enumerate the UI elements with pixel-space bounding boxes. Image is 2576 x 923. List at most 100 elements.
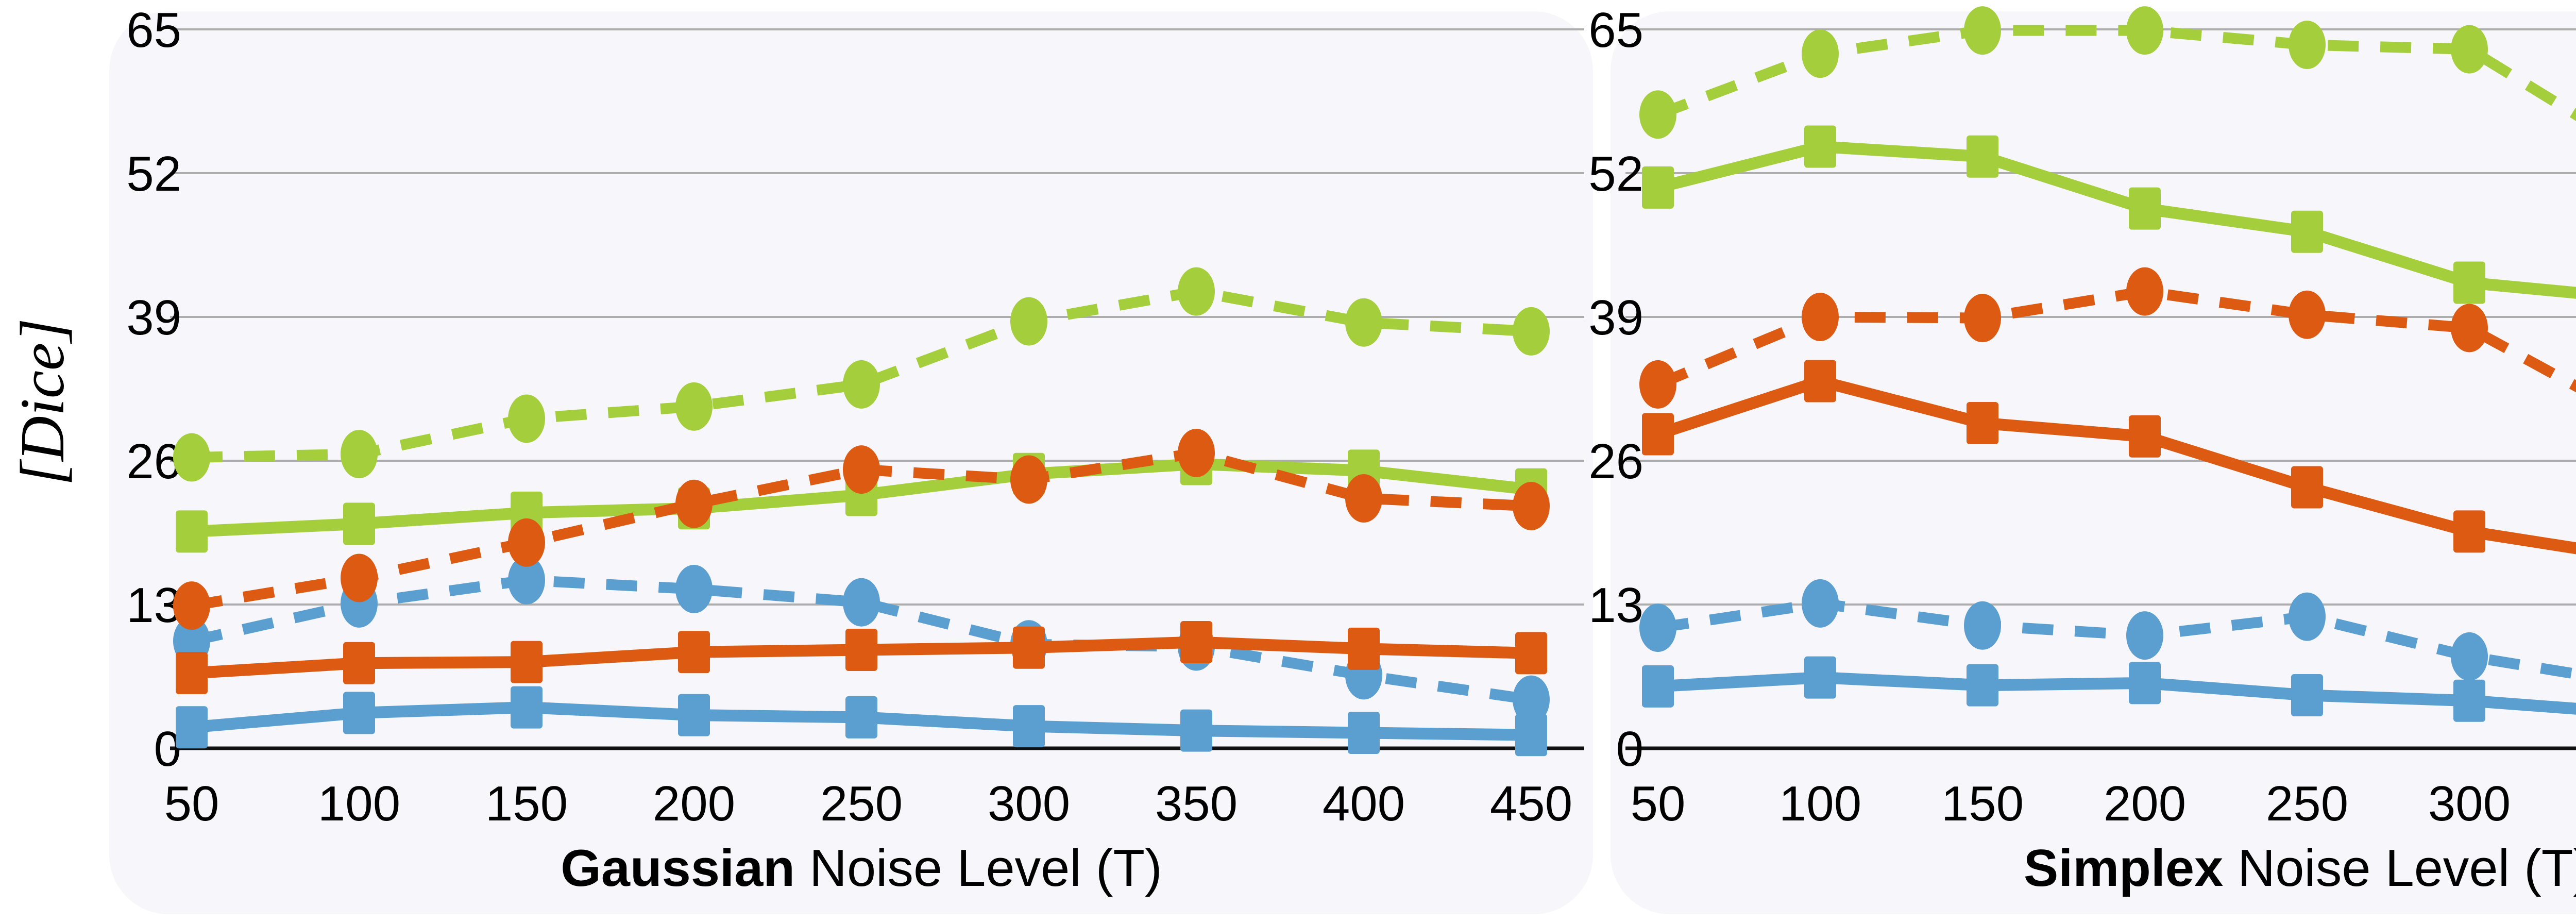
gaussian-marker-square--Ano-DDPM-S	[845, 696, 877, 739]
gaussian-x-tick-label: 150	[485, 776, 568, 831]
simplex-marker-square--Ano-DDPM-L	[2129, 187, 2161, 230]
simplex-line-THOR-L	[1656, 25, 2576, 121]
gaussian-marker-circle-THOR-M	[843, 445, 880, 494]
gaussian-marker-circle-THOR-L	[1010, 297, 1047, 346]
gaussian-marker-square--Ano-DDPM-M	[343, 642, 375, 684]
simplex-y-tick-label: 52	[1588, 146, 1643, 202]
simplex-x-tick-label: 200	[2104, 776, 2186, 831]
gaussian-x-tick-label: 50	[164, 776, 219, 831]
gaussian-marker-square--Ano-DDPM-S	[678, 694, 710, 736]
gaussian-marker-circle-THOR-S	[1513, 675, 1550, 724]
gaussian-marker-circle-THOR-S	[843, 578, 880, 627]
gaussian-x-tick-label: 450	[1490, 776, 1572, 831]
simplex-marker-square--Ano-DDPM-M	[1642, 413, 1674, 456]
simplex-marker-square--Ano-DDPM-S	[2453, 679, 2485, 722]
simplex-marker-circle-THOR-M	[1964, 294, 2001, 343]
simplex-marker-circle-THOR-M	[1639, 360, 1676, 409]
gaussian-x-tick-label: 200	[653, 776, 735, 831]
gaussian-marker-circle-THOR-M	[675, 479, 713, 528]
simplex-marker-square--Ano-DDPM-M	[1804, 360, 1836, 402]
simplex-marker-circle-THOR-S	[1802, 579, 1839, 628]
x-axis-title-gaussian-rest: Noise Level (T)	[794, 840, 1162, 897]
gaussian-marker-square--Ano-DDPM-M	[845, 628, 877, 671]
gaussian-x-tick-label: 100	[318, 776, 400, 831]
simplex-marker-circle-THOR-S	[1639, 603, 1676, 652]
gaussian-marker-square--Ano-DDPM-S	[1013, 705, 1045, 748]
gaussian-y-tick-label: 26	[126, 434, 181, 489]
simplex-marker-square--Ano-DDPM-L	[1804, 125, 1836, 168]
simplex-marker-square--Ano-DDPM-S	[1804, 656, 1836, 699]
simplex-x-tick-label: 50	[1631, 776, 1686, 831]
simplex-marker-circle-THOR-S	[2289, 592, 2326, 641]
gaussian-marker-square--Ano-DDPM-M	[1180, 620, 1212, 663]
simplex-marker-circle-THOR-M	[1802, 293, 1839, 341]
simplex-x-tick-label: 100	[1779, 776, 1861, 831]
simplex-marker-circle-THOR-L	[1964, 6, 2001, 55]
gaussian-marker-circle-THOR-L	[508, 394, 545, 443]
simplex-marker-square--Ano-DDPM-S	[1642, 665, 1674, 708]
x-axis-title-simplex-bold: Simplex	[2023, 840, 2224, 897]
gaussian-marker-circle-THOR-M	[341, 553, 378, 602]
gaussian-y-tick-label: 13	[126, 578, 181, 633]
gaussian-marker-square--Ano-DDPM-L	[176, 510, 208, 553]
gaussian-x-tick-label: 250	[820, 776, 903, 831]
simplex-line-THOR-M	[1655, 286, 2576, 393]
x-axis-title-simplex: Simplex Noise Level (T)	[1792, 839, 2576, 898]
gaussian-y-tick-label: 52	[126, 146, 181, 202]
simplex-marker-circle-THOR-L	[2126, 6, 2163, 55]
simplex-marker-circle-THOR-S	[2451, 632, 2488, 681]
simplex-x-tick-label: 250	[2266, 776, 2348, 831]
gaussian-x-tick-label: 300	[988, 776, 1070, 831]
simplex-y-tick-label: 65	[1588, 3, 1643, 58]
simplex-marker-circle-THOR-M	[2289, 290, 2326, 339]
gaussian-marker-square--Ano-DDPM-M	[1013, 626, 1045, 669]
simplex-marker-square--Ano-DDPM-L	[2453, 261, 2485, 304]
simplex-marker-square--Ano-DDPM-S	[1967, 664, 1998, 707]
gaussian-x-tick-label: 400	[1323, 776, 1405, 831]
simplex-marker-circle-THOR-L	[1639, 90, 1676, 139]
x-axis-title-simplex-rest: Noise Level (T)	[2223, 840, 2576, 897]
simplex-y-tick-label: 39	[1588, 290, 1643, 345]
x-axis-title-gaussian-bold: Gaussian	[561, 840, 795, 897]
simplex-x-tick-label: 150	[1941, 776, 2024, 831]
simplex-y-tick-label: 0	[1616, 721, 1643, 777]
gaussian-marker-circle-THOR-M	[173, 581, 210, 630]
simplex-marker-circle-THOR-L	[2451, 25, 2488, 74]
gaussian-marker-circle-THOR-L	[341, 430, 378, 479]
gaussian-marker-circle-THOR-L	[1513, 307, 1550, 356]
gaussian-marker-circle-THOR-L	[173, 433, 210, 482]
gaussian-marker-square--Ano-DDPM-M	[176, 652, 208, 695]
simplex-marker-circle-THOR-M	[2451, 304, 2488, 353]
simplex-line--Ano-DDPM-L	[1656, 141, 2576, 299]
gaussian-line-THOR-S	[190, 575, 1532, 705]
simplex-marker-square--Ano-DDPM-S	[2129, 662, 2161, 704]
simplex-marker-circle-THOR-M	[2126, 267, 2163, 316]
simplex-marker-circle-THOR-S	[1964, 601, 2001, 650]
gaussian-y-tick-label: 39	[126, 290, 181, 345]
gaussian-marker-circle-THOR-L	[843, 360, 880, 409]
gaussian-marker-circle-THOR-L	[1178, 267, 1215, 316]
gaussian-marker-circle-THOR-M	[1345, 474, 1382, 523]
gaussian-marker-square--Ano-DDPM-S	[1348, 711, 1380, 754]
simplex-marker-square--Ano-DDPM-L	[2291, 210, 2323, 253]
gaussian-marker-square--Ano-DDPM-S	[1515, 714, 1547, 757]
gaussian-marker-square--Ano-DDPM-S	[511, 686, 543, 729]
gaussian-line-THOR-L	[191, 286, 1532, 463]
simplex-y-tick-label: 13	[1588, 578, 1643, 633]
gaussian-marker-circle-THOR-M	[1513, 481, 1550, 530]
gaussian-marker-square--Ano-DDPM-S	[176, 706, 208, 749]
x-axis-title-gaussian: Gaussian Noise Level (T)	[346, 839, 1377, 898]
gaussian-marker-square--Ano-DDPM-M	[511, 641, 543, 683]
simplex-y-tick-label: 26	[1588, 434, 1643, 489]
gaussian-marker-square--Ano-DDPM-S	[1180, 709, 1212, 752]
y-axis-title: [Dice]	[8, 318, 77, 486]
gaussian-x-tick-label: 350	[1155, 776, 1238, 831]
gaussian-marker-square--Ano-DDPM-S	[343, 692, 375, 734]
simplex-marker-square--Ano-DDPM-S	[2291, 674, 2323, 716]
simplex-marker-square--Ano-DDPM-M	[2291, 466, 2323, 509]
simplex-marker-circle-THOR-S	[2126, 611, 2163, 660]
simplex-marker-circle-THOR-L	[1802, 29, 1839, 78]
simplex-x-tick-label: 300	[2428, 776, 2511, 831]
